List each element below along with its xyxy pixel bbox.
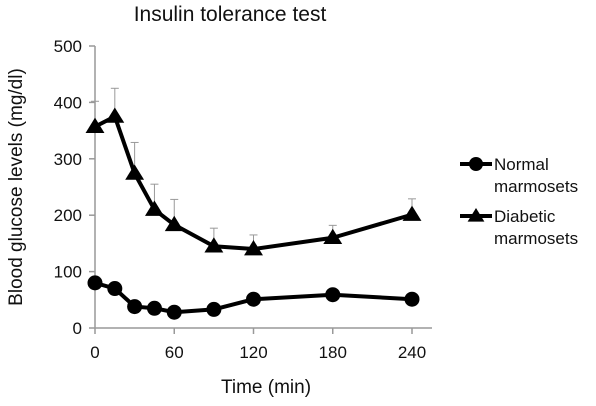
data-point-normal [206,301,222,317]
y-tick-label: 400 [54,93,82,112]
data-point-normal [127,299,143,315]
x-axis: 0 60 120 180 240 [90,327,432,362]
legend-marker [467,208,485,222]
data-point-diabetic [204,237,224,253]
y-tick-label: 500 [54,37,82,56]
series-normal [87,275,420,320]
y-tick-label: 200 [54,206,82,225]
legend-item-diabetic: Diabetic marmosets [460,207,578,248]
x-tick-label: 0 [90,343,99,362]
plot-area [85,87,422,320]
data-point-normal [166,304,182,320]
legend-marker [469,157,483,171]
series-diabetic [85,87,422,256]
legend-label: marmosets [494,229,578,248]
legend-item-normal: Normal marmosets [460,155,578,196]
y-axis-label: Blood glucose levels (mg/dl) [6,68,27,306]
legend-label: Diabetic [494,207,556,226]
data-point-diabetic [323,228,343,245]
x-axis-label: Time (min) [221,377,311,398]
y-axis: 0 100 200 300 400 500 [54,37,96,338]
y-tick-label: 300 [54,150,82,169]
data-point-diabetic [244,240,263,256]
legend: Normal marmosets Diabetic marmosets [460,155,578,248]
chart-title: Insulin tolerance test [134,3,327,26]
data-point-diabetic [105,107,125,123]
data-point-diabetic [402,205,422,221]
data-point-normal [87,275,103,291]
x-tick-label: 180 [319,343,347,362]
data-point-normal [146,300,162,316]
data-point-normal [325,287,341,303]
data-point-diabetic [144,200,164,216]
x-tick-label: 240 [398,343,426,362]
data-point-diabetic [85,117,105,133]
data-point-normal [246,291,261,307]
legend-label: Normal [494,155,549,174]
y-tick-label: 0 [73,319,82,338]
data-point-diabetic [125,164,145,180]
data-point-diabetic [164,215,184,232]
data-point-normal [107,281,123,297]
legend-label: marmosets [494,177,578,196]
x-tick-label: 120 [239,343,267,362]
y-tick-label: 100 [54,263,82,282]
series-line [94,114,413,252]
x-tick-label: 60 [165,343,184,362]
data-point-normal [404,291,420,307]
